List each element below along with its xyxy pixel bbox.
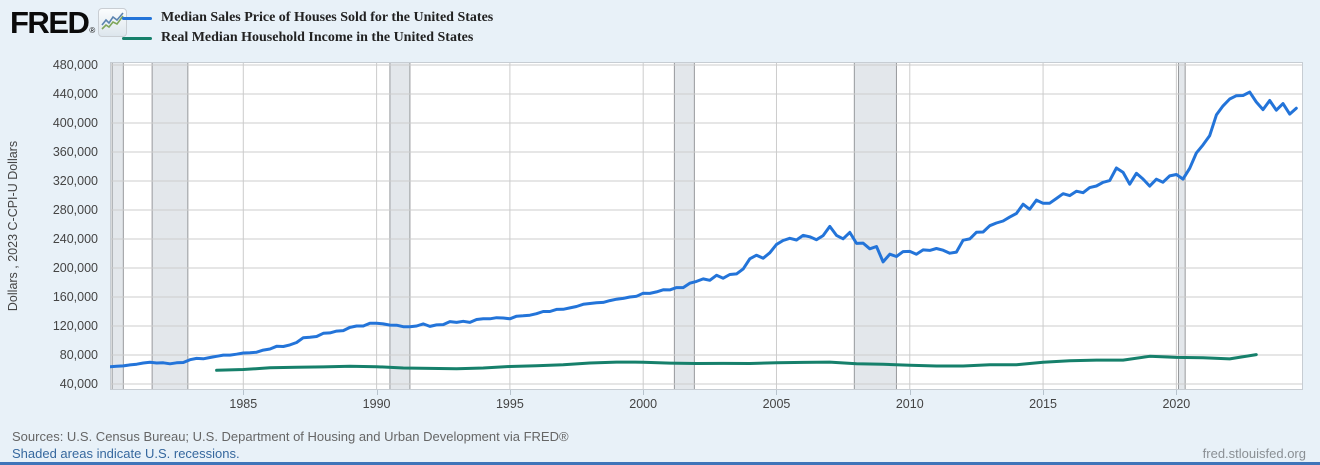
x-tick-mark [643,390,645,395]
x-tick-mark [776,390,778,395]
x-tick-label: 2010 [895,397,924,411]
y-tick-label: 440,000 [52,87,98,101]
fred-logo[interactable]: FRED ® [10,4,128,40]
x-tick-label: 2015 [1029,397,1057,411]
y-tick-label: 80,000 [59,348,98,362]
y-tick-label: 40,000 [59,377,98,391]
plot-background [110,62,1303,390]
x-tick-mark [909,390,911,395]
series-line-income[interactable] [215,353,1258,372]
x-tick-mark [1043,390,1045,395]
x-tick-mark [509,390,511,395]
y-tick-label: 320,000 [52,174,98,188]
chart-legend: Median Sales Price of Houses Sold for th… [122,10,493,50]
series-line-swatch-blue-icon [122,16,152,20]
x-tick-label: 2020 [1162,397,1191,411]
recession-band [389,62,410,390]
x-tick-label: 2000 [629,397,658,411]
recession-note-link[interactable]: Shaded areas indicate U.S. recessions. [12,446,240,461]
plot-border [110,62,1303,390]
legend-label: Median Sales Price of Houses Sold for th… [161,10,494,25]
y-tick-label: 360,000 [52,145,98,159]
x-tick-mark [1176,390,1178,395]
x-tick-mark [243,390,245,395]
y-tick-label: 160,000 [52,290,98,304]
recession-band [1178,62,1186,390]
y-tick-label: 120,000 [52,319,98,333]
x-tick-label: 1985 [229,397,258,411]
registered-trademark: ® [89,26,96,35]
chart-plot-area[interactable] [110,62,1303,390]
series-line-swatch-green-icon [122,36,152,40]
recession-band [152,62,188,390]
recession-band [112,62,124,390]
y-tick-label: 480,000 [52,58,98,72]
recession-band [674,62,695,390]
legend-label: Real Median Household Income in the Unit… [161,30,474,45]
x-tick-label: 1995 [495,397,524,411]
legend-item-median-sales-price: Median Sales Price of Houses Sold for th… [122,10,493,26]
sources-text: Sources: U.S. Census Bureau; U.S. Depart… [12,429,569,444]
y-axis-title: Dollars , 2023 C-CPI-U Dollars [6,140,20,312]
x-tick-mark [376,390,378,395]
series-line-sales-price[interactable] [110,90,1298,369]
x-tick-label: 2005 [762,397,791,411]
x-tick-label: 1990 [362,397,391,411]
y-tick-label: 400,000 [52,116,98,130]
fred-logo-chart-icon [98,8,128,37]
site-link[interactable]: fred.stlouisfed.org [1202,446,1306,461]
y-tick-label: 280,000 [52,203,98,217]
y-tick-label: 200,000 [52,261,98,275]
legend-item-real-median-income: Real Median Household Income in the Unit… [122,30,493,46]
fred-logo-text: FRED [10,4,90,40]
recession-band [854,62,897,390]
y-tick-label: 240,000 [52,232,98,246]
